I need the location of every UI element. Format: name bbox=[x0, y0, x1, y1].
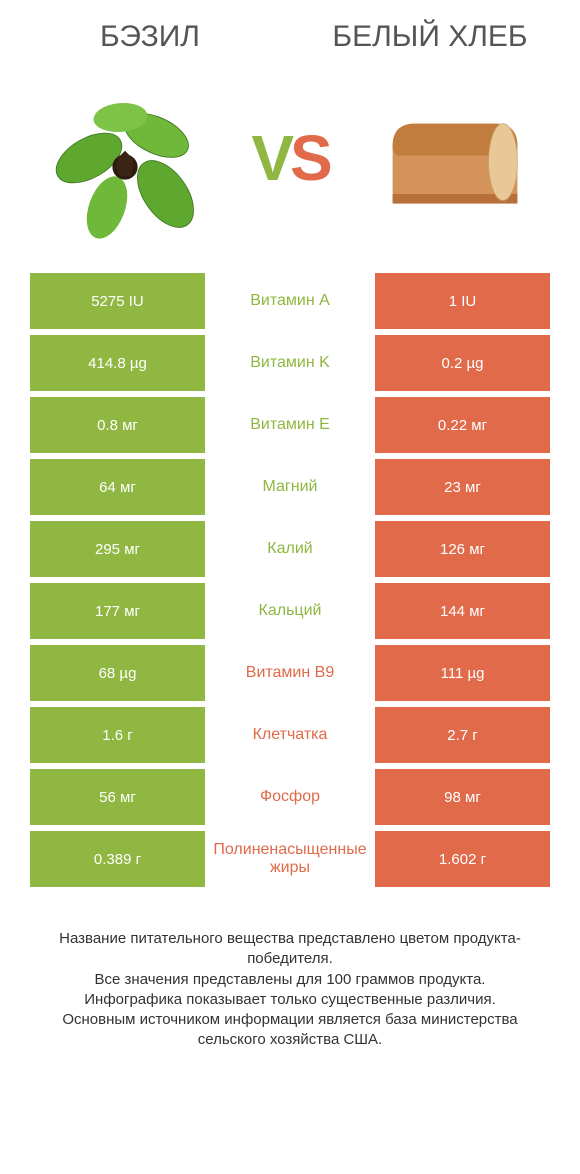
nutrient-label: Витамин K bbox=[205, 335, 375, 391]
title-left: БЭЗИЛ bbox=[40, 20, 260, 53]
table-row: 177 мгКальций144 мг bbox=[30, 583, 550, 639]
vs-v: V bbox=[251, 122, 290, 194]
value-right: 126 мг bbox=[375, 521, 550, 577]
table-row: 414.8 µgВитамин K0.2 µg bbox=[30, 335, 550, 391]
bread-image bbox=[360, 68, 550, 248]
value-left: 5275 IU bbox=[30, 273, 205, 329]
nutrient-label: Витамин B9 bbox=[205, 645, 375, 701]
nutrient-label: Витамин A bbox=[205, 273, 375, 329]
value-left: 295 мг bbox=[30, 521, 205, 577]
value-left: 56 мг bbox=[30, 769, 205, 825]
value-right: 23 мг bbox=[375, 459, 550, 515]
footer-line: Название питательного вещества представл… bbox=[36, 929, 544, 970]
table-row: 1.6 гКлетчатка2.7 г bbox=[30, 707, 550, 763]
value-left: 414.8 µg bbox=[30, 335, 205, 391]
titles-row: БЭЗИЛ БЕЛЫЙ ХЛЕБ bbox=[30, 20, 550, 53]
nutrient-label: Калий bbox=[205, 521, 375, 577]
value-left: 177 мг bbox=[30, 583, 205, 639]
value-right: 0.2 µg bbox=[375, 335, 550, 391]
footer-line: Основным источником информации является … bbox=[36, 1010, 544, 1051]
value-right: 2.7 г bbox=[375, 707, 550, 763]
nutrient-label: Кальций bbox=[205, 583, 375, 639]
nutrient-label: Полиненасыщенные жиры bbox=[205, 831, 375, 887]
nutrient-label: Витамин E bbox=[205, 397, 375, 453]
value-left: 0.389 г bbox=[30, 831, 205, 887]
title-right: БЕЛЫЙ ХЛЕБ bbox=[320, 20, 540, 53]
vs-s: S bbox=[290, 122, 329, 194]
nutrient-label: Клетчатка bbox=[205, 707, 375, 763]
value-right: 0.22 мг bbox=[375, 397, 550, 453]
value-right: 111 µg bbox=[375, 645, 550, 701]
value-right: 144 мг bbox=[375, 583, 550, 639]
value-left: 68 µg bbox=[30, 645, 205, 701]
basil-image bbox=[30, 68, 220, 248]
table-row: 56 мгФосфор98 мг bbox=[30, 769, 550, 825]
footer-text: Название питательного вещества представл… bbox=[30, 929, 550, 1051]
value-right: 98 мг bbox=[375, 769, 550, 825]
image-row: VS bbox=[30, 63, 550, 253]
value-left: 64 мг bbox=[30, 459, 205, 515]
nutrient-label: Магний bbox=[205, 459, 375, 515]
table-row: 0.389 гПолиненасыщенные жиры1.602 г bbox=[30, 831, 550, 887]
comparison-table: 5275 IUВитамин A1 IU 414.8 µgВитамин K0.2… bbox=[30, 273, 550, 887]
table-row: 5275 IUВитамин A1 IU bbox=[30, 273, 550, 329]
value-left: 0.8 мг bbox=[30, 397, 205, 453]
table-row: 295 мгКалий126 мг bbox=[30, 521, 550, 577]
nutrient-label: Фосфор bbox=[205, 769, 375, 825]
table-row: 64 мгМагний23 мг bbox=[30, 459, 550, 515]
value-right: 1 IU bbox=[375, 273, 550, 329]
footer-line: Инфографика показывает только существенн… bbox=[36, 990, 544, 1010]
table-row: 68 µgВитамин B9111 µg bbox=[30, 645, 550, 701]
table-row: 0.8 мгВитамин E0.22 мг bbox=[30, 397, 550, 453]
footer-line: Все значения представлены для 100 граммо… bbox=[36, 970, 544, 990]
infographic-container: БЭЗИЛ БЕЛЫЙ ХЛЕБ VS bbox=[0, 0, 580, 1051]
value-left: 1.6 г bbox=[30, 707, 205, 763]
value-right: 1.602 г bbox=[375, 831, 550, 887]
vs-label: VS bbox=[251, 121, 328, 195]
